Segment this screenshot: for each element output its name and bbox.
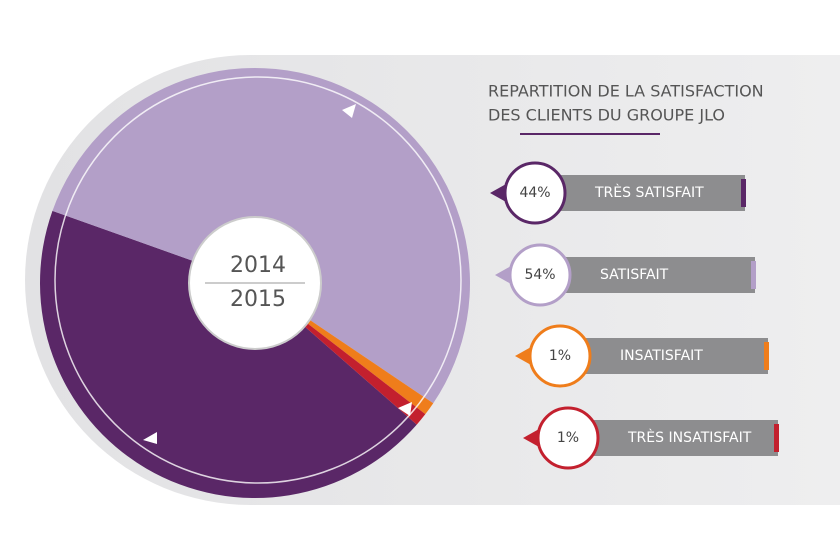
pie-slice [40, 210, 417, 498]
legend-badge [503, 161, 567, 225]
ring-marker [143, 432, 157, 444]
title-line: REPARTITION DE LA SATISFACTION [488, 82, 764, 101]
legend-bar [560, 338, 768, 374]
legend-value: 54% [524, 267, 555, 283]
ring-marker [342, 104, 356, 118]
legend-category: SATISFAIT [600, 267, 669, 283]
legend-badge [528, 324, 592, 388]
center-label: 2014 [230, 253, 286, 278]
legend-badge [536, 406, 600, 470]
legend-bar-end [741, 179, 746, 207]
legend-bar-end [774, 424, 779, 452]
legend-bar-end [764, 342, 769, 370]
legend-category: INSATISFAIT [620, 348, 703, 364]
center-label: 2015 [230, 287, 286, 312]
legend-value: 1% [549, 348, 571, 364]
legend-bar-end [751, 261, 756, 289]
ring-marker [398, 402, 412, 416]
legend-badge [508, 243, 572, 307]
legend: 44% TRÈS SATISFAIT 54% SATISFAIT 1% INSATISFA… [490, 161, 779, 470]
legend-category: TRÈS INSATISFAIT [627, 429, 752, 446]
legend-bar [535, 175, 745, 211]
legend-value: 44% [519, 185, 550, 201]
title-line: DES CLIENTS DU GROUPE JLO [488, 106, 725, 125]
legend-value: 1% [557, 430, 579, 446]
legend-bar [568, 420, 778, 456]
inner-ring [54, 76, 462, 484]
legend-category: TRÈS SATISFAIT [594, 184, 704, 201]
legend-bar [540, 257, 755, 293]
